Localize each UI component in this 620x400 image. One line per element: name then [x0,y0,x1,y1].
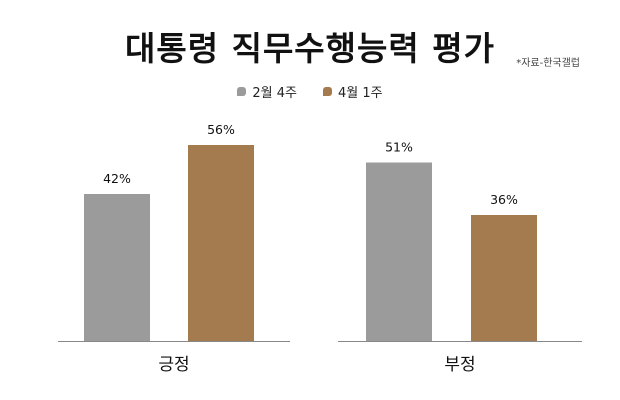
category-label-1: 긍정 [158,355,189,375]
legend: 2월 4주 4월 1주 [0,82,620,101]
category-label-2: 부정 [444,355,475,375]
data-label-2-series-2: 36% [490,192,518,207]
legend-item-series-1: 2월 4주 [237,82,297,101]
legend-swatch-series-2 [323,87,332,96]
data-label-1-series-2: 56% [207,122,235,137]
data-label-2-series-1: 51% [385,140,413,155]
bar-1-series-2 [188,145,254,341]
legend-label-series-1: 2월 4주 [252,86,297,101]
source-note: *자료-한국갤럽 [516,58,580,69]
bar-2-series-1 [366,162,432,341]
bar-2-series-2 [471,215,537,341]
legend-label-series-2: 4월 1주 [338,86,383,101]
legend-swatch-series-1 [237,87,247,96]
legend-item-series-2: 4월 1주 [323,82,383,101]
chart-title: 대통령 직무수행능력 평가 [125,29,495,68]
bar-1-series-1 [84,194,150,341]
data-label-1-series-1: 42% [103,171,131,186]
